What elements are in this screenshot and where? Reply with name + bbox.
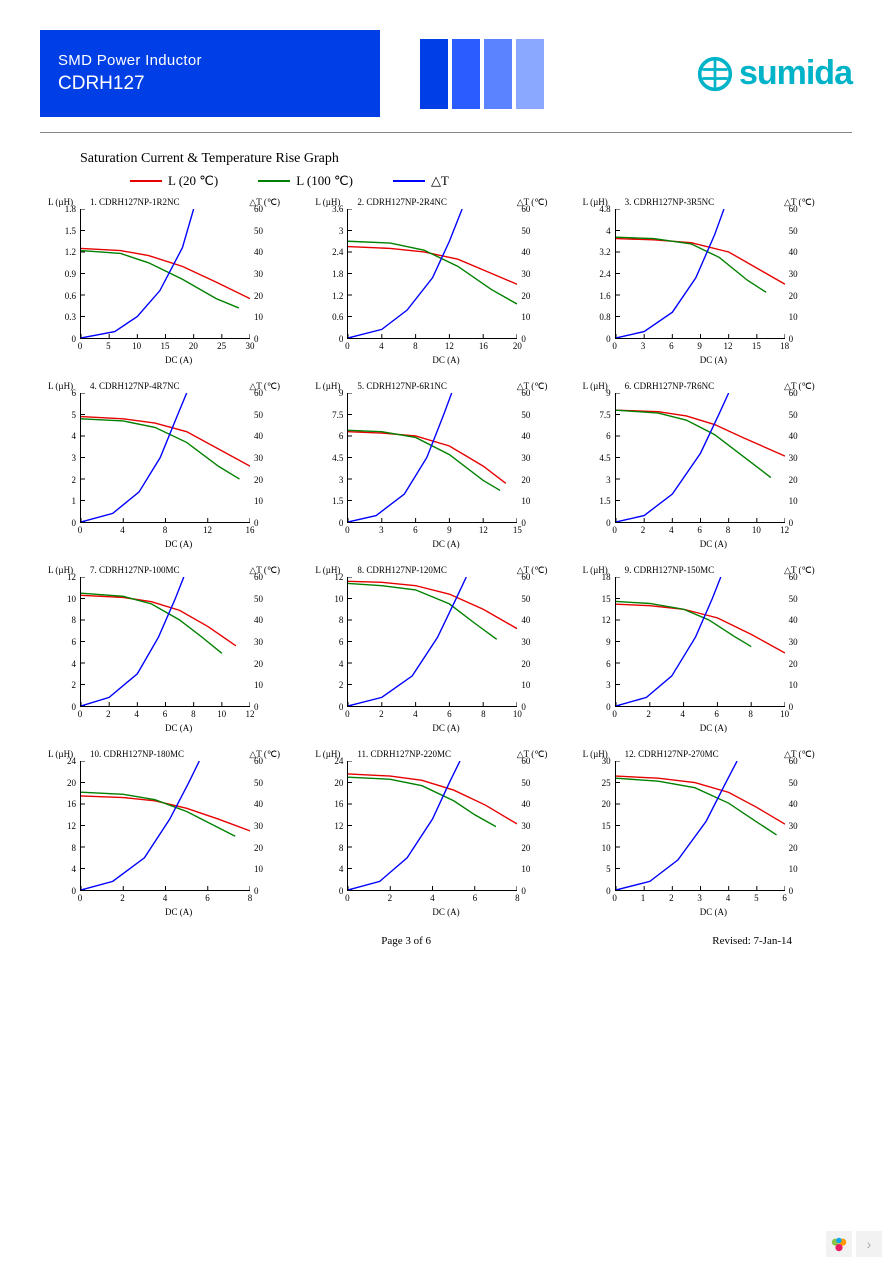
- decorative-bars: [420, 39, 544, 109]
- revised-date: Revised: 7-Jan-14: [712, 935, 792, 947]
- header: SMD Power Inductor CDRH127 sumida: [40, 30, 852, 117]
- y-left-label: L (µH): [315, 381, 340, 391]
- x-label: DC (A): [50, 355, 307, 365]
- section-title: Saturation Current & Temperature Rise Gr…: [80, 151, 852, 167]
- chart: 5. CDRH127NP-6R1NCL (µH)01.534.567.59△T …: [317, 381, 574, 549]
- chart: 1. CDRH127NP-1R2NCL (µH)00.30.60.91.21.5…: [50, 197, 307, 365]
- chart: 9. CDRH127NP-150MCL (µH)0369121518△T (℃)…: [585, 565, 842, 733]
- x-label: DC (A): [50, 907, 307, 917]
- plot-area: [347, 209, 517, 339]
- x-label: DC (A): [585, 723, 842, 733]
- plot-area: [80, 577, 250, 707]
- chart: 3. CDRH127NP-3R5NCL (µH)00.81.62.43.244.…: [585, 197, 842, 365]
- footer: Page 3 of 6 Revised: 7-Jan-14: [40, 935, 852, 947]
- plot-area: [615, 393, 785, 523]
- legend-item: L (100 ℃): [258, 173, 353, 189]
- legend: L (20 ℃) L (100 ℃) △T: [130, 173, 852, 189]
- next-page-button[interactable]: ›: [856, 1231, 882, 1257]
- title-block: SMD Power Inductor CDRH127: [40, 30, 380, 117]
- chart: 2. CDRH127NP-2R4NCL (µH)00.61.21.82.433.…: [317, 197, 574, 365]
- plot-area: [615, 761, 785, 891]
- sumida-logo: sumida: [697, 54, 852, 93]
- chart: 12. CDRH127NP-270MCL (µH)051015202530△T …: [585, 749, 842, 917]
- chart: 6. CDRH127NP-7R6NCL (µH)01.534.567.59△T …: [585, 381, 842, 549]
- x-label: DC (A): [585, 539, 842, 549]
- x-label: DC (A): [317, 723, 574, 733]
- x-label: DC (A): [50, 539, 307, 549]
- viewer-controls: ›: [826, 1231, 882, 1257]
- flower-icon[interactable]: [826, 1231, 852, 1257]
- x-label: DC (A): [585, 907, 842, 917]
- chart: 8. CDRH127NP-120MCL (µH)024681012△T (℃)0…: [317, 565, 574, 733]
- y-left-label: L (µH): [583, 381, 608, 391]
- header-rule: [40, 132, 852, 133]
- plot-area: [615, 209, 785, 339]
- plot-area: [615, 577, 785, 707]
- x-label: DC (A): [585, 355, 842, 365]
- product-model: CDRH127: [58, 73, 362, 95]
- plot-area: [80, 209, 250, 339]
- chart: 7. CDRH127NP-100MCL (µH)024681012△T (℃)0…: [50, 565, 307, 733]
- legend-item: △T: [393, 173, 449, 189]
- page-number: Page 3 of 6: [381, 935, 431, 947]
- logo-icon: [697, 56, 733, 92]
- product-type: SMD Power Inductor: [58, 52, 362, 69]
- plot-area: [347, 393, 517, 523]
- chart-grid: 1. CDRH127NP-1R2NCL (µH)00.30.60.91.21.5…: [40, 197, 852, 917]
- chart: 10. CDRH127NP-180MCL (µH)04812162024△T (…: [50, 749, 307, 917]
- chart: 4. CDRH127NP-4R7NCL (µH)0123456△T (℃)010…: [50, 381, 307, 549]
- x-label: DC (A): [50, 723, 307, 733]
- legend-item: L (20 ℃): [130, 173, 218, 189]
- x-label: DC (A): [317, 907, 574, 917]
- plot-area: [80, 393, 250, 523]
- plot-area: [347, 577, 517, 707]
- y-left-label: L (µH): [48, 381, 73, 391]
- logo-text: sumida: [739, 54, 852, 93]
- x-label: DC (A): [317, 539, 574, 549]
- chart: 11. CDRH127NP-220MCL (µH)04812162024△T (…: [317, 749, 574, 917]
- plot-area: [347, 761, 517, 891]
- plot-area: [80, 761, 250, 891]
- x-label: DC (A): [317, 355, 574, 365]
